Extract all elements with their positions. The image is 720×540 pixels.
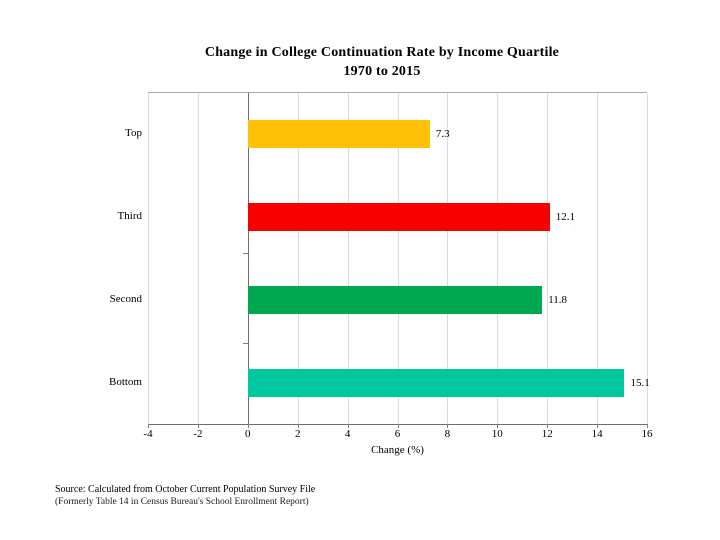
x-tick-label: 14 [591, 428, 603, 440]
bar-value-label: 15.1 [630, 376, 650, 389]
x-axis-tick [547, 424, 549, 428]
plot-area: 7.3 12.1 11.8 15.1 [148, 92, 650, 425]
x-tick-label: 10 [491, 428, 503, 440]
x-axis-tick [497, 424, 499, 428]
x-tick-label: 16 [641, 428, 653, 440]
chart-title-line2: 1970 to 2015 [343, 64, 421, 79]
gridline [297, 93, 299, 424]
bar-third [247, 203, 550, 232]
x-axis-tick [647, 424, 648, 428]
x-axis-tick [197, 424, 199, 428]
bar-value-label: 12.1 [555, 211, 575, 224]
source-note-line2: (Formerly Table 14 in Census Bureau's Sc… [55, 497, 309, 507]
gridline [347, 93, 349, 424]
x-axis-tick [347, 424, 349, 428]
category-label-third: Third [117, 210, 142, 223]
bar-value-label: 7.3 [435, 128, 450, 141]
bar-top [247, 120, 430, 149]
bar-second [247, 285, 543, 314]
category-label-top: Top [125, 127, 142, 140]
x-tick-label: 12 [541, 428, 553, 440]
x-axis-title: Change (%) [371, 444, 424, 456]
gridline [447, 93, 449, 424]
x-axis-tick [447, 424, 449, 428]
gridline [397, 93, 399, 424]
x-tick-label: 0 [245, 428, 251, 440]
x-tick-label: 4 [344, 428, 351, 440]
bar-value-label: 11.8 [548, 293, 568, 306]
chart-title-line1: Change in College Continuation Rate by I… [204, 45, 560, 60]
gridline [197, 93, 199, 424]
zero-baseline [247, 93, 249, 424]
gridline [148, 93, 149, 424]
x-tick-label: 2 [294, 428, 301, 440]
x-axis-tick [297, 424, 299, 428]
x-axis-tick [148, 424, 149, 428]
source-note-line1: Source: Calculated from October Current … [55, 484, 316, 495]
category-boundary-tick [242, 253, 248, 254]
x-tick-label: -4 [143, 428, 153, 440]
bar-bottom [247, 368, 625, 397]
x-tick-label: 6 [394, 428, 401, 440]
category-label-bottom: Bottom [108, 375, 142, 388]
gridline [497, 93, 499, 424]
gridline [547, 93, 549, 424]
category-boundary-tick [242, 343, 248, 344]
x-axis-tick [597, 424, 599, 428]
x-axis-tick [247, 424, 249, 428]
category-label-second: Second [109, 292, 142, 305]
gridline [597, 93, 599, 424]
x-axis-tick [397, 424, 399, 428]
chart-title: Change in College Continuation Rate by I… [44, 43, 720, 81]
gridline [647, 93, 648, 424]
x-tick-label: 8 [444, 428, 451, 440]
x-tick-label: -2 [193, 428, 203, 440]
